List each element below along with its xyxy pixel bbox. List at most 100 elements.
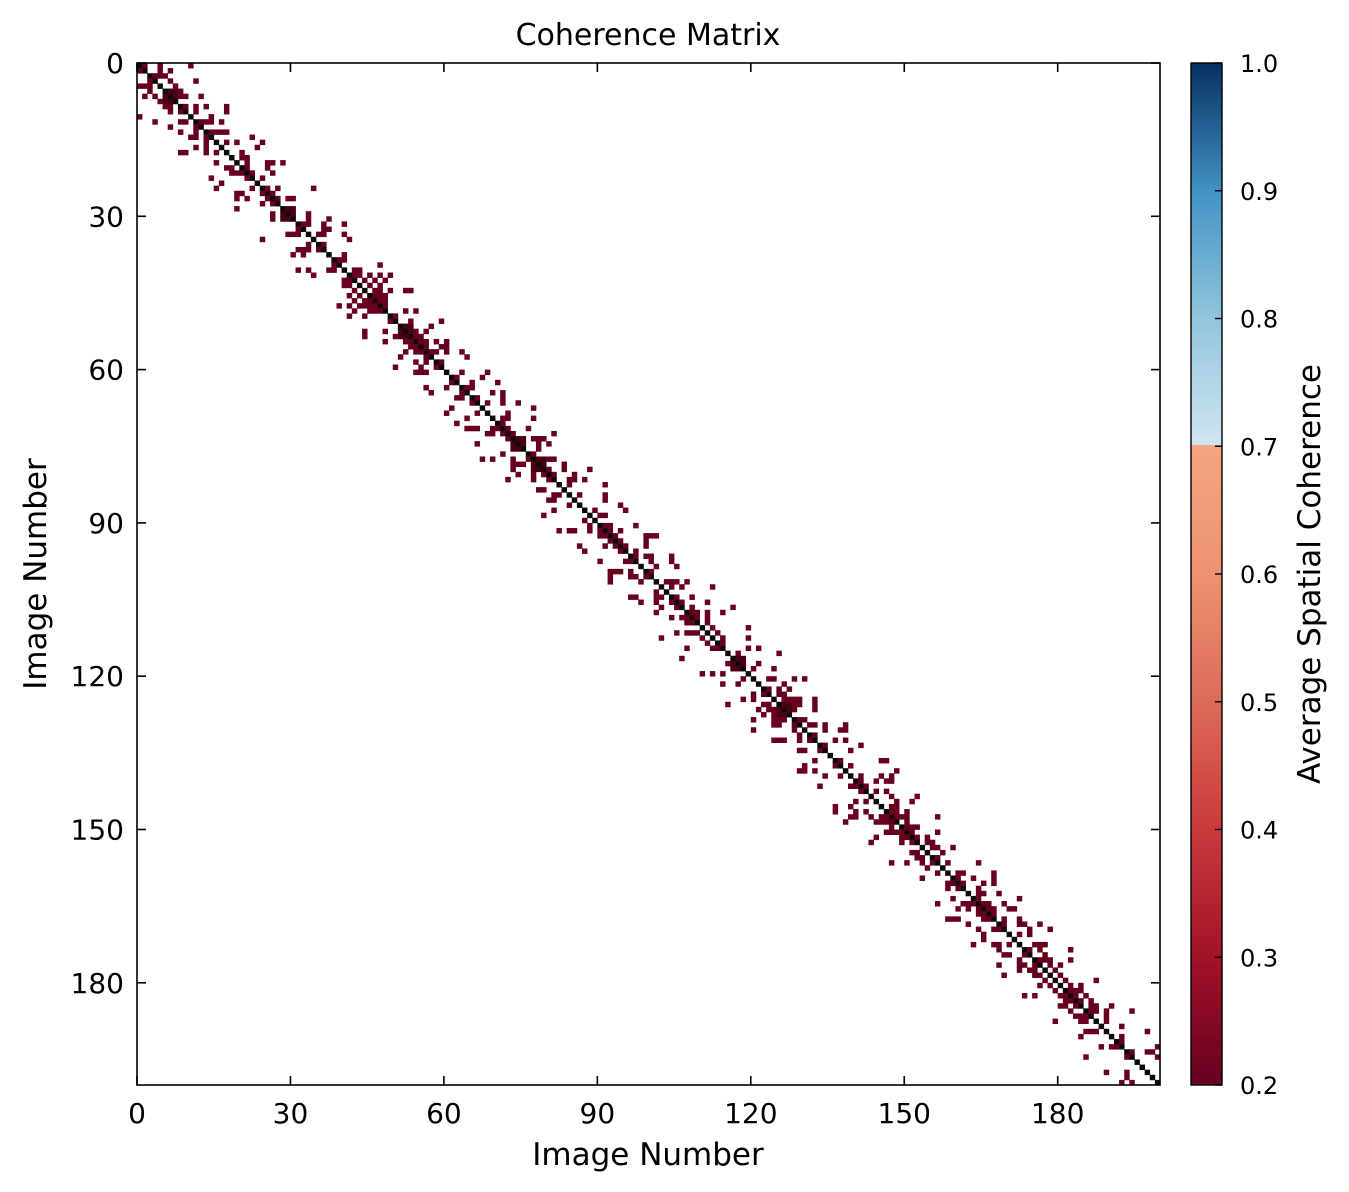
coherence-cell: [1124, 1054, 1130, 1060]
coherence-cell: [617, 548, 624, 554]
colorbar-tick-label: 0.5: [1240, 689, 1278, 717]
coherence-cell: [362, 277, 368, 284]
coherence-cell: [397, 354, 404, 360]
coherence-cell: [1027, 931, 1033, 938]
coherence-cell: [489, 425, 496, 432]
coherence-cell: [218, 129, 225, 135]
diagonal-cell: [587, 512, 593, 519]
coherence-cell: [924, 834, 931, 841]
coherence-cell: [1037, 972, 1043, 979]
coherence-cell: [904, 824, 910, 830]
coherence-cell: [382, 292, 388, 299]
coherence-cell: [904, 860, 910, 866]
diagonal-cell: [479, 405, 486, 411]
coherence-cell: [704, 640, 711, 646]
coherence-cell: [771, 676, 777, 682]
coherence-cell: [904, 819, 910, 825]
coherence-cell: [530, 436, 537, 442]
coherence-cell: [203, 134, 209, 140]
coherence-cell: [894, 814, 900, 820]
coherence-cell: [720, 681, 726, 687]
coherence-cell: [1119, 1079, 1125, 1086]
coherence-cell: [602, 522, 608, 529]
coherence-cell: [883, 819, 890, 825]
diagonal-cell: [699, 625, 706, 631]
cluster-cell: [520, 436, 527, 442]
diagonal-cell: [351, 277, 358, 284]
coherence-cell: [776, 650, 782, 657]
coherence-cell: [213, 129, 220, 135]
coherence-cell: [643, 553, 649, 560]
diagonal-cell: [290, 216, 296, 222]
coherence-cell: [377, 262, 383, 268]
coherence-cell: [715, 630, 721, 636]
coherence-cell: [684, 645, 690, 651]
coherence-cell: [1078, 998, 1084, 1004]
coherence-cell: [822, 722, 828, 728]
coherence-cell: [341, 282, 348, 289]
coherence-cell: [234, 170, 240, 176]
coherence-cell: [367, 303, 373, 309]
diagonal-cell: [530, 456, 537, 462]
coherence-cell: [372, 287, 378, 294]
coherence-cell: [1032, 967, 1038, 973]
coherence-cell: [551, 507, 557, 514]
cluster-cell: [162, 98, 169, 105]
coherence-cell: [679, 599, 685, 606]
coherence-cell: [571, 528, 578, 534]
diagonal-cell: [1134, 1059, 1140, 1065]
coherence-cell: [771, 665, 777, 672]
coherence-cell: [965, 901, 972, 907]
coherence-cell: [413, 333, 419, 340]
coherence-cell: [208, 114, 215, 120]
coherence-cell: [709, 625, 716, 631]
x-tick-label: 90: [580, 1097, 616, 1130]
diagonal-cell: [980, 906, 987, 912]
coherence-cell: [955, 875, 961, 881]
coherence-cell: [413, 344, 419, 350]
coherence-cell: [1067, 982, 1074, 989]
coherence-cell: [1062, 977, 1069, 984]
diagonal-cell: [694, 619, 700, 626]
coherence-cell: [699, 635, 706, 641]
diagonal-cell: [1001, 926, 1007, 933]
coherence-cell: [1062, 993, 1069, 999]
coherence-cell: [934, 901, 941, 907]
coherence-cell: [382, 338, 388, 345]
coherence-cell: [582, 517, 588, 524]
coherence-cell: [1078, 1013, 1084, 1019]
coherence-cell: [1042, 941, 1048, 948]
coherence-cell: [812, 701, 818, 708]
coherence-cell: [377, 282, 383, 289]
coherence-cell: [351, 272, 358, 278]
coherence-cell: [484, 369, 491, 376]
cluster-cell: [735, 665, 741, 672]
coherence-cell: [1113, 1044, 1120, 1050]
coherence-cell: [474, 410, 481, 416]
coherence-cell: [709, 671, 716, 677]
coherence-cell: [704, 614, 711, 621]
cluster-cell: [530, 466, 537, 473]
coherence-cell: [914, 824, 920, 830]
diagonal-cell: [745, 671, 752, 677]
diagonal-cell: [198, 124, 204, 130]
cluster-cell: [535, 456, 542, 462]
coherence-cell: [377, 292, 383, 299]
coherence-cell: [812, 757, 818, 764]
diagonal-cell: [1011, 936, 1018, 943]
coherence-cell: [269, 170, 276, 176]
coherence-cell: [571, 471, 578, 478]
coherence-cell: [945, 880, 951, 887]
diagonal-cell: [310, 236, 317, 243]
coherence-cell: [1047, 957, 1053, 963]
coherence-cell: [239, 190, 245, 197]
coherence-cell: [674, 579, 680, 585]
coherence-cell: [909, 829, 915, 835]
coherence-cell: [761, 691, 767, 697]
coherence-cell: [1149, 1049, 1156, 1055]
coherence-cell: [822, 727, 828, 733]
coherence-cell: [1011, 906, 1018, 912]
coherence-cell: [1016, 967, 1023, 973]
diagonal-cell: [438, 364, 445, 370]
coherence-cell: [1078, 1018, 1084, 1025]
